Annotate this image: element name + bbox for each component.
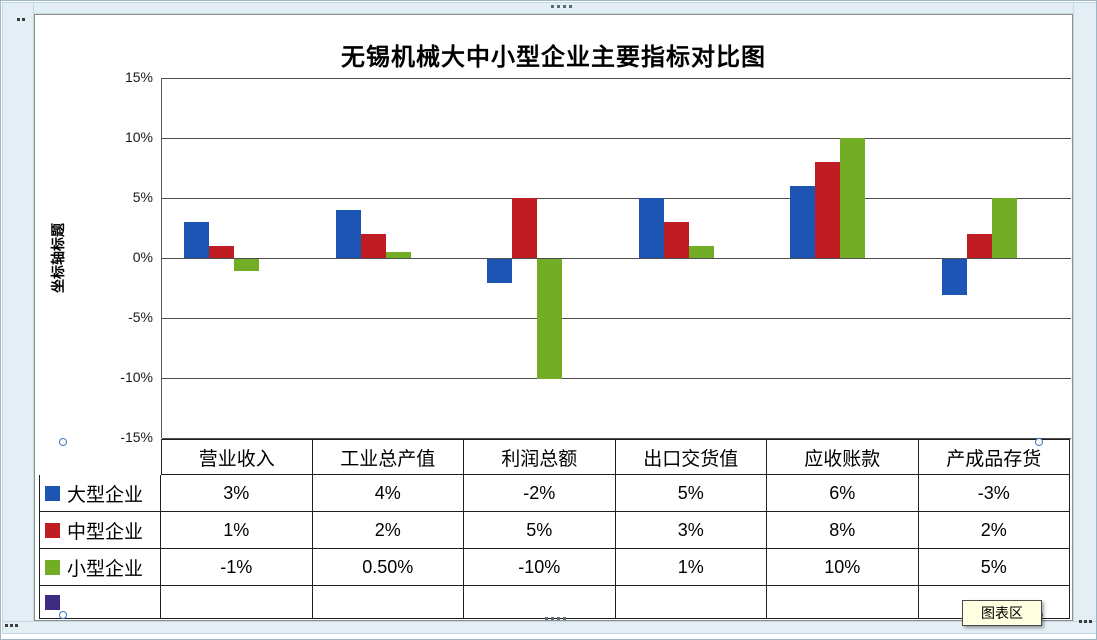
value-cell: 1% xyxy=(615,549,767,586)
value-cell-empty xyxy=(464,586,616,619)
bar-小型企业-营业收入[interactable] xyxy=(234,259,259,271)
value-cell: 3% xyxy=(615,512,767,549)
legend-cell-小型企业: 小型企业 xyxy=(39,549,161,586)
value-cell-empty xyxy=(312,586,464,619)
selection-handle-top-right[interactable] xyxy=(1035,438,1043,446)
value-cell: 6% xyxy=(767,475,919,512)
value-cell: -3% xyxy=(918,475,1070,512)
category-header: 工业总产值 xyxy=(312,439,464,475)
legend-cell-中型企业: 中型企业 xyxy=(39,512,161,549)
bar-中型企业-产成品存货[interactable] xyxy=(966,234,992,258)
legend-cell-大型企业: 大型企业 xyxy=(39,475,161,512)
legend-label: 小型企业 xyxy=(67,558,144,580)
value-cell: 2% xyxy=(918,512,1070,549)
legend-swatch xyxy=(45,485,60,501)
chart-title[interactable]: 无锡机械大中小型企业主要指标对比图 xyxy=(341,45,766,71)
category-header: 应收账款 xyxy=(767,439,919,475)
plot-area[interactable] xyxy=(161,78,1071,439)
gridline xyxy=(162,138,1071,139)
value-cell: -2% xyxy=(464,475,616,512)
value-cell: 8% xyxy=(767,512,919,549)
value-cell-empty xyxy=(615,586,767,619)
y-axis-tick-label: 10% xyxy=(124,129,153,145)
corner-artifact-left xyxy=(5,624,18,627)
resize-grip-top[interactable] xyxy=(551,5,572,8)
value-cell: 10% xyxy=(767,549,919,586)
category-header: 出口交货值 xyxy=(615,439,767,475)
chart-area[interactable]: 无锡机械大中小型企业主要指标对比图 坐标轴标题 营业收入 工业总产值 利润总额 出口交… xyxy=(34,14,1073,621)
gridline xyxy=(162,258,1071,259)
bar-小型企业-出口交货值[interactable] xyxy=(688,246,714,258)
value-cell: 1% xyxy=(161,512,313,549)
selection-handle-top-left[interactable] xyxy=(59,438,67,446)
bar-大型企业-出口交货值[interactable] xyxy=(638,198,664,258)
gridline xyxy=(162,378,1071,379)
category-header: 利润总额 xyxy=(464,439,616,475)
legend-swatch xyxy=(45,559,60,575)
value-cell: 5% xyxy=(464,512,616,549)
y-axis-tick-label: -10% xyxy=(120,369,153,385)
bar-中型企业-利润总额[interactable] xyxy=(512,198,537,258)
legend-swatch xyxy=(45,522,60,538)
y-axis-tick-label: 15% xyxy=(124,69,153,85)
legend-cell-extra xyxy=(39,586,161,619)
bar-小型企业-工业总产值[interactable] xyxy=(385,252,411,258)
sheet-band-bottom xyxy=(2,621,1096,634)
bar-中型企业-工业总产值[interactable] xyxy=(360,234,386,258)
bar-中型企业-营业收入[interactable] xyxy=(209,246,234,258)
selection-handle-bottom-left[interactable] xyxy=(59,611,67,619)
y-axis-tick-label: -5% xyxy=(128,309,153,325)
y-axis-tick-label: 5% xyxy=(132,189,153,205)
bar-大型企业-应收账款[interactable] xyxy=(790,186,815,258)
corner-artifact-right xyxy=(1079,620,1092,623)
bar-中型企业-出口交货值[interactable] xyxy=(663,222,689,258)
bar-小型企业-应收账款[interactable] xyxy=(840,138,865,258)
bar-大型企业-工业总产值[interactable] xyxy=(335,210,361,258)
value-cell: 0.50% xyxy=(312,549,464,586)
value-cell-empty xyxy=(161,586,313,619)
gridline xyxy=(162,438,1071,439)
value-cell: -10% xyxy=(464,549,616,586)
bar-大型企业-利润总额[interactable] xyxy=(487,259,512,283)
y-axis-tick-label: 0% xyxy=(132,249,153,265)
sheet-band-left xyxy=(2,2,34,634)
y-axis-tick-label: -15% xyxy=(120,429,153,445)
chart-data-table[interactable]: 营业收入 工业总产值 利润总额 出口交货值 应收账款 产成品存货 大型企业 3% 4% -2% 5%… xyxy=(39,439,1070,619)
category-header: 产成品存货 xyxy=(918,439,1070,475)
gridline xyxy=(162,198,1071,199)
value-cell: 4% xyxy=(312,475,464,512)
legend-label: 大型企业 xyxy=(67,484,144,506)
bar-小型企业-利润总额[interactable] xyxy=(537,259,562,379)
value-cell-empty xyxy=(767,586,919,619)
value-cell: 5% xyxy=(918,549,1070,586)
sheet-band-right xyxy=(1073,2,1096,634)
bar-大型企业-产成品存货[interactable] xyxy=(941,259,967,295)
legend-label: 中型企业 xyxy=(67,521,144,543)
chart-area-tooltip: 图表区 xyxy=(962,600,1042,626)
value-cell: -1% xyxy=(161,549,313,586)
gridline xyxy=(162,318,1071,319)
resize-grip-bottom[interactable] xyxy=(545,617,566,620)
value-cell: 3% xyxy=(161,475,313,512)
bar-中型企业-应收账款[interactable] xyxy=(815,162,840,258)
legend-swatch xyxy=(45,594,60,610)
screen-artifact-dots xyxy=(17,18,25,21)
category-header: 营业收入 xyxy=(161,439,313,475)
bar-大型企业-营业收入[interactable] xyxy=(184,222,209,258)
sheet-band-top xyxy=(2,2,1096,14)
value-cell: 5% xyxy=(615,475,767,512)
gridline xyxy=(162,78,1071,79)
value-cell: 2% xyxy=(312,512,464,549)
bar-小型企业-产成品存货[interactable] xyxy=(991,198,1017,258)
